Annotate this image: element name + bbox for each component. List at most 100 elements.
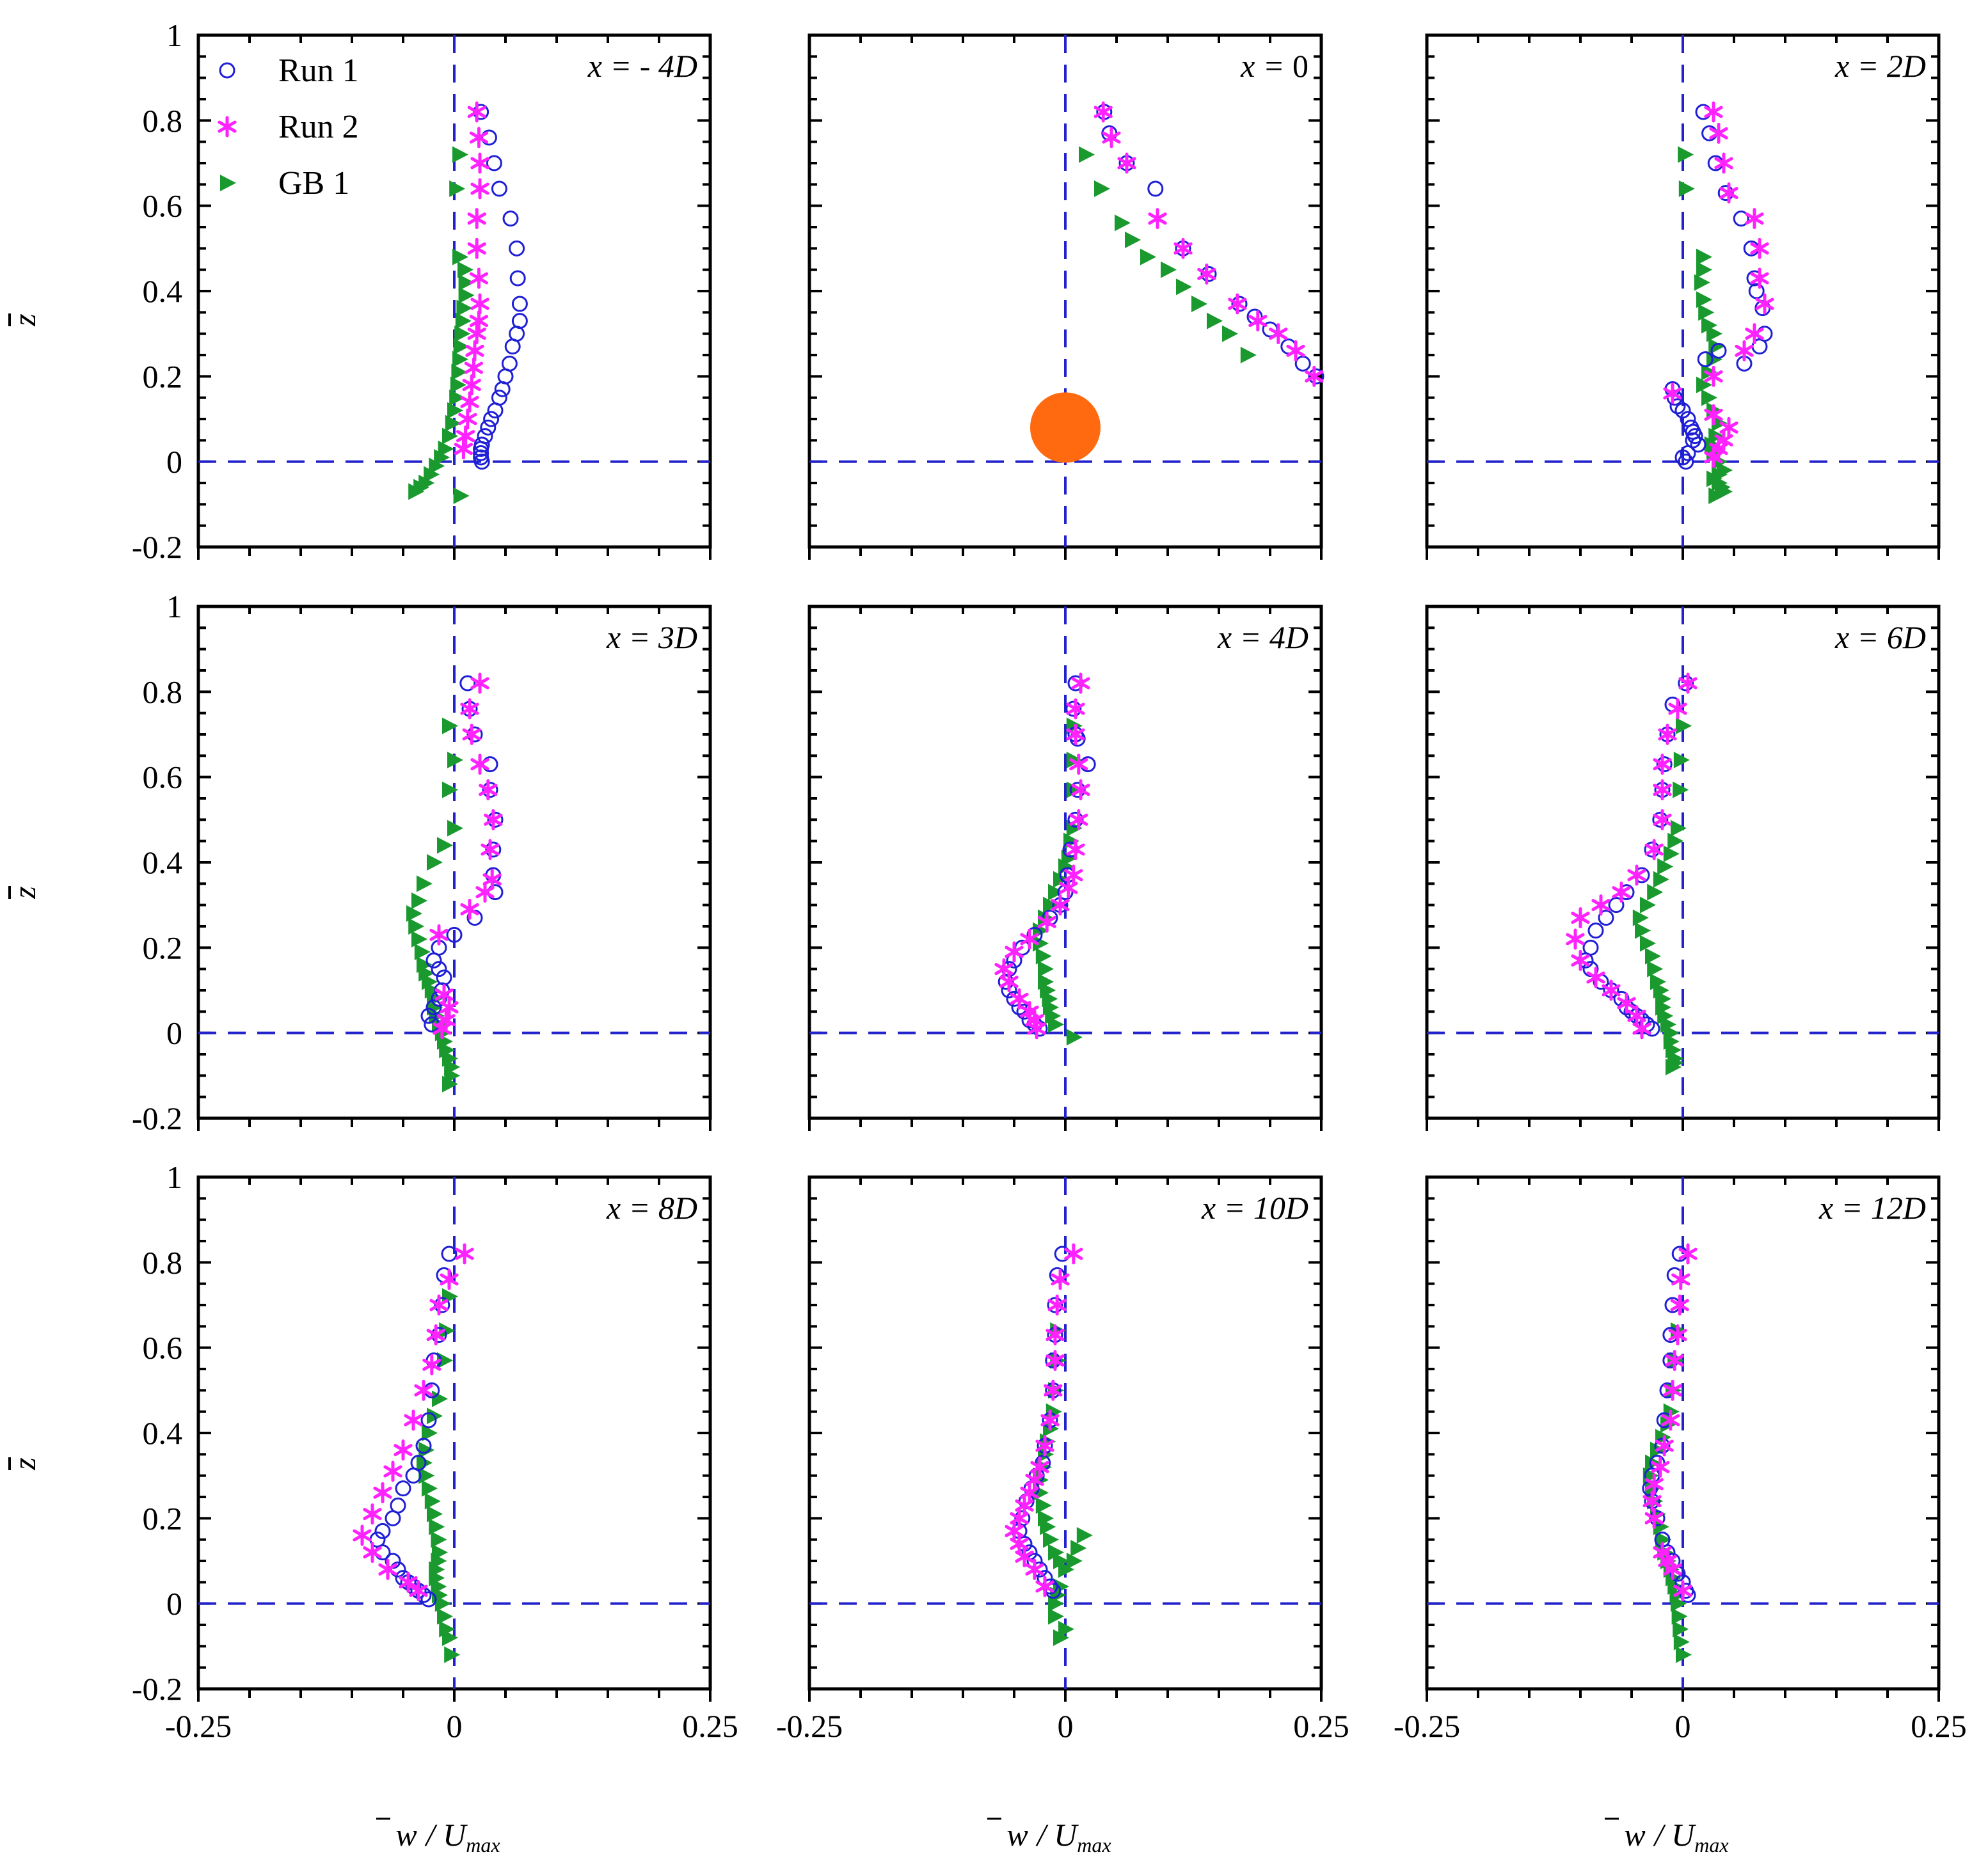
legend-label: GB 1 [278,165,349,202]
series-gb1 [406,717,463,1093]
data-point [1076,1527,1093,1544]
data-point [1680,445,1696,461]
data-point [444,1646,461,1663]
data-point [1653,1518,1669,1535]
data-point [1571,949,1590,971]
data-point [1642,1491,1662,1512]
data-point [1033,935,1049,952]
data-point [1054,1246,1070,1262]
data-point [417,875,433,892]
data-point [1058,1620,1074,1638]
y-tick-label: 1 [166,1159,182,1195]
data-point [1066,839,1085,860]
legend: Run 1 Run 2 GB 1 [218,52,359,202]
data-point [1733,210,1749,227]
data-point [482,869,502,890]
data-point [418,1467,435,1484]
data-point [442,781,458,798]
data-point [1176,278,1192,296]
data-point [1053,1629,1069,1646]
data-point [1571,907,1590,929]
series-run2 [454,101,489,460]
data-point [1663,1379,1682,1401]
data-point [441,1246,457,1262]
data-point [446,926,463,943]
data-point [1661,1409,1680,1431]
data-point [456,299,473,317]
data-point [453,338,470,355]
data-point [437,1608,453,1625]
data-point [473,445,489,461]
data-point [480,419,497,436]
data-point [460,391,479,413]
data-point [487,402,504,419]
data-point [414,944,431,960]
data-point [405,1468,422,1484]
legend-marker [218,116,237,138]
data-point [1608,897,1625,914]
x-tick-label: -0.25 [776,1708,843,1744]
panel-title: x = 0 [1240,48,1308,84]
data-point [1051,894,1070,916]
data-point [1640,935,1656,952]
x-axis-label: w / Umax [395,1817,500,1856]
data-point [1644,1020,1660,1037]
series-run1 [473,104,528,470]
data-point [1696,376,1712,393]
data-point [455,312,472,329]
data-point [1067,811,1084,828]
data-point [491,180,507,197]
data-point [1657,858,1674,875]
y-tick-label: 1 [166,589,182,624]
data-point [479,779,498,801]
data-point [1735,340,1754,361]
data-point [1668,1324,1687,1346]
series-gb1 [1033,717,1083,1046]
data-point [1668,698,1687,720]
series-run2 [1093,101,1324,387]
data-point [475,882,495,903]
data-point [484,809,503,830]
series-run2 [1566,672,1698,1040]
data-point [420,1412,437,1429]
data-point [442,1629,458,1646]
data-point [425,952,442,969]
data-point [1667,832,1684,850]
data-point [511,313,528,329]
data-point [1678,146,1694,163]
data-point [1696,261,1712,278]
legend-marker [220,175,236,191]
data-point [374,1523,391,1539]
data-point [1649,1510,1666,1526]
data-point [462,374,481,396]
data-point [420,1591,437,1608]
data-point [431,961,447,978]
data-point [1102,127,1121,148]
x-tick-label: 0.25 [1911,1708,1967,1744]
data-point [385,1510,401,1526]
data-point [1066,724,1085,745]
data-point [999,971,1019,993]
data-point [1644,841,1660,858]
data-point [1140,248,1156,265]
data-point [426,1324,445,1346]
y-tick-label: 0.8 [143,1244,183,1280]
data-point [431,1327,447,1343]
data-point [1647,883,1664,901]
series-run1 [369,1246,457,1608]
data-point [1093,101,1113,123]
chart-panel: x = 4D [807,605,1323,1131]
panel-title: x = 4D [1217,619,1308,655]
x-tick-label: 0 [447,1708,463,1744]
data-point [454,325,471,342]
data-point [481,129,497,146]
data-point [1044,1379,1063,1401]
data-point [415,1437,432,1454]
data-point [447,819,463,837]
y-tick-label: 0.8 [143,674,183,709]
data-point [465,340,484,361]
data-point [1612,882,1631,903]
data-point [481,839,500,860]
data-point [1048,1016,1064,1033]
data-point [1566,928,1585,950]
